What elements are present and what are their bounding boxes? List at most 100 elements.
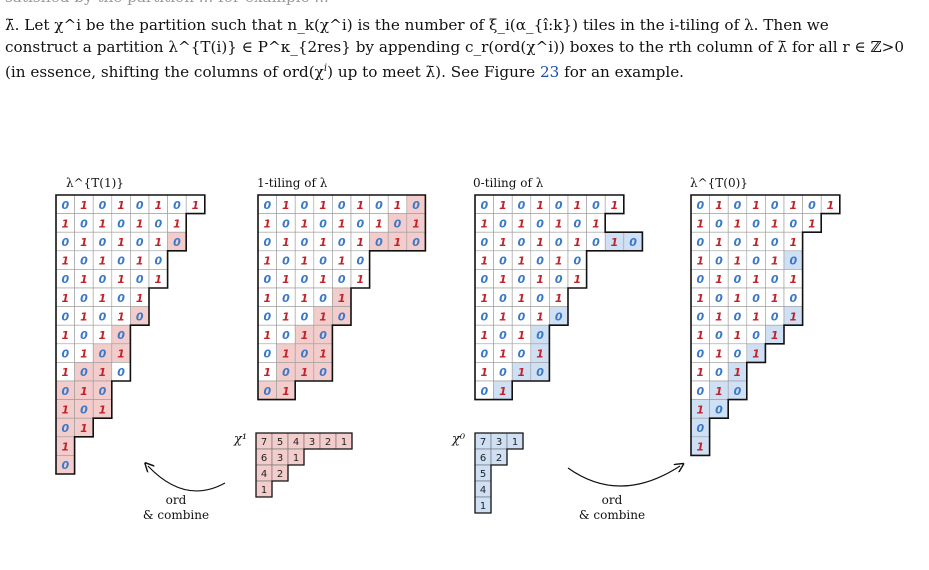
cell-residue: 1 bbox=[499, 273, 507, 286]
lambda-T1-grid: 0 1 0 1 0 1 0 11 0 1 0 1 0 10 1 0 1 0 1 01 0 1 0 1 00 1 0 1 0 11 0 1 0 10… bbox=[55, 194, 206, 475]
cell-residue: 1 bbox=[499, 348, 507, 361]
cell-residue: 0 bbox=[499, 366, 507, 379]
cell-residue: 0 bbox=[61, 459, 69, 472]
cell-residue: 1 bbox=[611, 199, 619, 212]
cell-residue: 1 bbox=[715, 348, 723, 361]
cell-residue: 1 bbox=[696, 217, 704, 230]
cell-residue: 0 bbox=[338, 310, 346, 323]
cell-residue: 1 bbox=[715, 199, 723, 212]
cell-residue: 0 bbox=[117, 366, 125, 379]
cell-residue: 1 bbox=[592, 217, 600, 230]
cell-residue: 1 bbox=[715, 310, 723, 323]
cell-residue: 1 bbox=[696, 255, 704, 268]
cell-residue: 1 bbox=[734, 217, 742, 230]
cell-residue: 0 bbox=[789, 217, 797, 230]
cell-residue: 1 bbox=[263, 292, 271, 305]
cell-residue: 1 bbox=[752, 236, 760, 249]
cell-residue: 0 bbox=[301, 310, 309, 323]
caption-ord-1: ord & combine bbox=[136, 493, 216, 523]
cell-residue: 0 bbox=[99, 348, 107, 361]
cell-residue: 1 bbox=[752, 310, 760, 323]
cell-residue: 1 bbox=[536, 273, 544, 286]
cell-residue: 0 bbox=[734, 199, 742, 212]
chi-cell-value: 4 bbox=[261, 469, 267, 480]
cell-residue: 1 bbox=[154, 273, 162, 286]
cell-residue: 1 bbox=[394, 236, 402, 249]
cell-residue: 0 bbox=[117, 255, 125, 268]
label-one-tiling: 1-tiling of λ bbox=[257, 176, 328, 190]
cell-residue: 1 bbox=[282, 310, 290, 323]
cell-residue: 0 bbox=[301, 273, 309, 286]
cell-residue: 1 bbox=[80, 273, 88, 286]
cell-residue: 1 bbox=[771, 255, 779, 268]
chi-cell-value: 2 bbox=[496, 453, 502, 464]
cell-residue: 1 bbox=[536, 199, 544, 212]
cell-residue: 0 bbox=[80, 366, 88, 379]
cell-residue: 0 bbox=[282, 217, 290, 230]
cell-residue: 1 bbox=[518, 255, 526, 268]
cell-residue: 1 bbox=[117, 199, 125, 212]
label-zero-tiling: 0-tiling of λ bbox=[473, 176, 544, 190]
cell-residue: 1 bbox=[319, 273, 327, 286]
cell-residue: 1 bbox=[480, 329, 488, 342]
cell-residue: 0 bbox=[480, 199, 488, 212]
arrow-ord-combine-1 bbox=[148, 466, 226, 492]
cell-residue: 0 bbox=[263, 199, 271, 212]
cell-residue: 0 bbox=[789, 292, 797, 305]
cell-residue: 1 bbox=[412, 217, 420, 230]
cell-residue: 0 bbox=[715, 329, 723, 342]
cell-residue: 1 bbox=[99, 403, 107, 416]
cell-residue: 1 bbox=[696, 329, 704, 342]
label-chi-0: χ⁰ bbox=[452, 432, 466, 447]
cell-residue: 0 bbox=[173, 236, 181, 249]
cell-residue: 0 bbox=[715, 255, 723, 268]
cell-residue: 0 bbox=[154, 217, 162, 230]
cell-residue: 0 bbox=[356, 217, 364, 230]
cell-residue: 0 bbox=[789, 255, 797, 268]
cell-residue: 0 bbox=[117, 292, 125, 305]
cell-residue: 1 bbox=[696, 292, 704, 305]
figure-ref-link[interactable]: 23 bbox=[539, 63, 560, 82]
cell-residue: 1 bbox=[99, 217, 107, 230]
cell-residue: 0 bbox=[696, 310, 704, 323]
chi-cell-value: 5 bbox=[277, 437, 283, 448]
cell-residue: 1 bbox=[536, 236, 544, 249]
cell-residue: 0 bbox=[61, 385, 69, 398]
cell-residue: 0 bbox=[61, 348, 69, 361]
cell-residue: 0 bbox=[282, 329, 290, 342]
caption-combine-2-text: & combine bbox=[578, 508, 646, 522]
cell-residue: 0 bbox=[752, 217, 760, 230]
cell-residue: 0 bbox=[715, 403, 723, 416]
chi-cell-value: 2 bbox=[325, 437, 331, 448]
cell-residue: 0 bbox=[136, 199, 144, 212]
chi-cell-value: 7 bbox=[261, 437, 267, 448]
paragraph-line-3-part-a: (in essence, shifting the columns of ord… bbox=[5, 63, 324, 82]
cell-residue: 0 bbox=[99, 199, 107, 212]
chi-cell-value: 3 bbox=[309, 437, 315, 448]
cell-residue: 1 bbox=[117, 273, 125, 286]
cell-residue: 1 bbox=[356, 236, 364, 249]
caption-ord-1-text: ord bbox=[165, 493, 187, 507]
cell-residue: 1 bbox=[263, 217, 271, 230]
cell-residue: 1 bbox=[80, 385, 88, 398]
cell-residue: 1 bbox=[117, 348, 125, 361]
chi-1-grid: 7 5 4 3 2 16 3 14 21 bbox=[255, 432, 353, 498]
cell-residue: 1 bbox=[80, 348, 88, 361]
cell-residue: 1 bbox=[771, 217, 779, 230]
cell-residue: 0 bbox=[412, 236, 420, 249]
cell-residue: 0 bbox=[499, 255, 507, 268]
arrow-ord-combine-2 bbox=[567, 466, 680, 487]
cell-residue: 1 bbox=[80, 199, 88, 212]
cell-residue: 1 bbox=[282, 199, 290, 212]
cell-residue: 1 bbox=[356, 199, 364, 212]
cell-residue: 1 bbox=[61, 329, 69, 342]
cell-residue: 0 bbox=[499, 292, 507, 305]
cell-residue: 0 bbox=[136, 310, 144, 323]
paragraph-line-3-part-b: ) up to meet λ̄). See Figure bbox=[327, 63, 540, 82]
cell-residue: 1 bbox=[61, 255, 69, 268]
cell-residue: 0 bbox=[499, 217, 507, 230]
cell-residue: 1 bbox=[734, 255, 742, 268]
cell-residue: 1 bbox=[99, 255, 107, 268]
